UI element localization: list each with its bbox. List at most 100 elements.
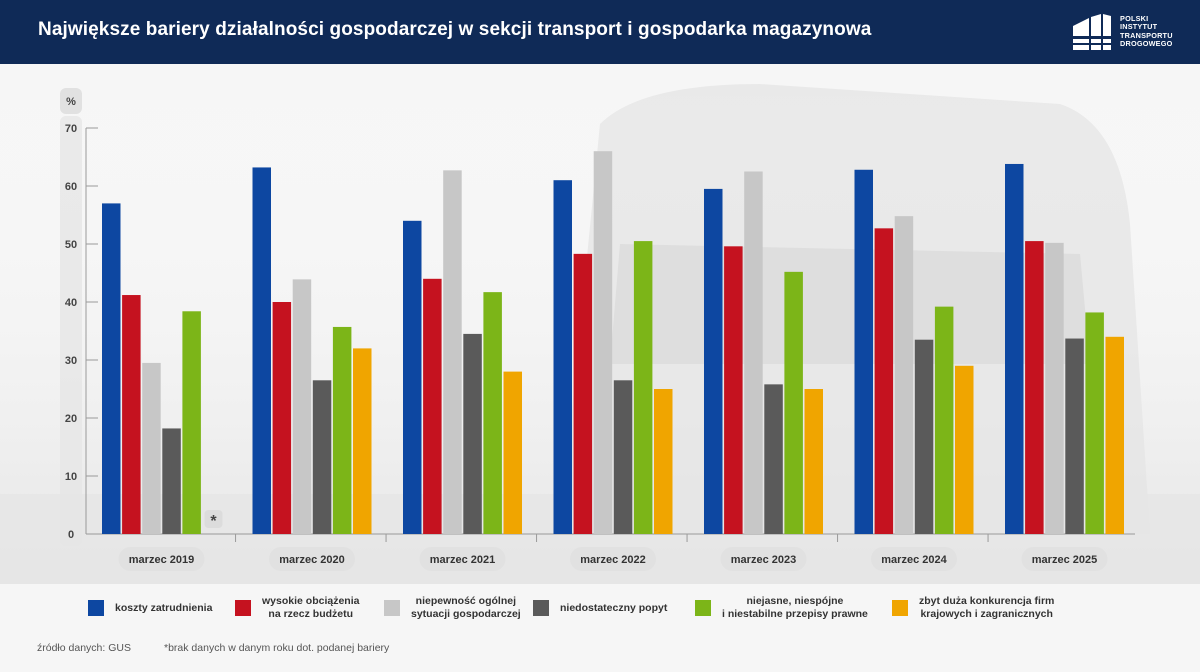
category-pill <box>419 547 506 571</box>
bar <box>503 371 522 534</box>
bar <box>182 311 201 534</box>
bar <box>142 362 161 534</box>
legend-label: zbyt duża konkurencja firm krajowych i za… <box>919 595 1054 621</box>
bar <box>122 295 141 534</box>
bar <box>1065 338 1084 534</box>
y-tick-label: 30 <box>65 355 77 367</box>
category-label: marzec 2022 <box>580 554 645 566</box>
bar <box>633 241 653 534</box>
y-tick-label: 50 <box>65 239 77 251</box>
legend-label: niedostateczny popyt <box>560 602 667 615</box>
legend-swatch <box>892 600 908 616</box>
bar <box>1045 242 1064 534</box>
legend-item: niejasne, niespójne i niestabilne przepis… <box>695 592 868 624</box>
legend-swatch <box>235 600 251 616</box>
legend-item: niepewność ogólnej sytuacji gospodarczej <box>384 592 521 624</box>
category-pill <box>720 547 807 571</box>
bar <box>443 170 462 534</box>
category-pill <box>1021 547 1108 571</box>
legend-label-line: sytuacji gospodarczej <box>411 608 521 620</box>
legend-label-line: i niestabilne przepisy prawne <box>722 608 868 620</box>
category-label: marzec 2025 <box>1032 554 1097 566</box>
legend-swatch <box>695 600 711 616</box>
legend-label: koszty zatrudnienia <box>115 602 212 615</box>
pitd-logo: POLSKI INSTYTUT TRANSPORTU DROGOWEGO <box>1073 12 1183 52</box>
bar <box>423 278 442 534</box>
bar <box>483 292 502 534</box>
y-tick-label: 40 <box>65 297 77 309</box>
category-label: marzec 2019 <box>129 554 194 566</box>
bar <box>162 428 181 534</box>
logo-wordmark: POLSKI INSTYTUT TRANSPORTU DROGOWEGO <box>1120 14 1173 48</box>
category-label: marzec 2020 <box>279 554 344 566</box>
legend-item: koszty zatrudnienia <box>88 592 212 624</box>
category-label: marzec 2021 <box>430 554 495 566</box>
bar <box>934 306 954 534</box>
bar <box>573 253 593 535</box>
bar <box>894 216 914 534</box>
missing-data-marker-box <box>204 510 223 528</box>
bar <box>593 151 613 534</box>
category-pill <box>570 547 656 571</box>
pitd-logo-icon <box>1073 14 1111 50</box>
bar <box>332 326 352 534</box>
bar <box>854 169 873 534</box>
bar <box>914 339 934 534</box>
legend-label-line: wysokie obciążenia <box>262 595 360 607</box>
chart-title: Największe bariery działalności gospodar… <box>38 19 872 40</box>
logo-line: INSTYTUT <box>1120 22 1158 32</box>
missing-data-note: *brak danych w danym roku dot. podanej b… <box>164 642 390 654</box>
legend-label-line: niepewność ogólnej <box>415 595 517 607</box>
bar <box>312 380 332 534</box>
y-tick-label: 10 <box>65 471 77 483</box>
legend-label: niejasne, niespójne i niestabilne przepis… <box>722 595 868 621</box>
logo-line: POLSKI <box>1120 14 1149 23</box>
legend-label-line: krajowych i zagranicznych <box>920 608 1053 620</box>
bar <box>1085 312 1104 534</box>
bar <box>955 365 974 534</box>
legend-label-line: niedostateczny popyt <box>560 601 668 614</box>
y-tick-label: 20 <box>65 413 77 425</box>
legend-label-line: koszty zatrudnienia <box>115 601 213 614</box>
category-pill <box>118 547 205 571</box>
bar <box>403 220 422 535</box>
legend-swatch <box>533 600 549 616</box>
legend-label: niepewność ogólnej sytuacji gospodarczej <box>411 595 521 621</box>
bar <box>704 188 723 534</box>
legend-swatch <box>384 600 400 616</box>
chart-legend: koszty zatrudnienia wysokie obciążenia na … <box>88 592 1188 632</box>
bar <box>102 203 121 534</box>
logo-line: DROGOWEGO <box>1120 38 1173 48</box>
legend-item: niedostateczny popyt <box>533 592 667 624</box>
legend-label-line: na rzecz budżetu <box>268 608 354 620</box>
bar <box>553 180 572 534</box>
legend-item: wysokie obciążenia na rzecz budżetu <box>235 592 359 624</box>
header-bar: Największe bariery działalności gospodar… <box>0 0 1200 64</box>
category-pill <box>269 547 355 571</box>
category-pill <box>871 547 957 571</box>
y-axis-label: % <box>66 96 76 108</box>
source-note: źródło danych: GUS <box>37 642 131 654</box>
legend-item: zbyt duża konkurencja firm krajowych i za… <box>892 592 1054 624</box>
bar-chart: % 0 10 20 30 40 50 60 70 * marzec 2019 marzec 202… <box>60 88 1135 571</box>
bar <box>463 333 482 534</box>
bar <box>804 389 823 534</box>
bar <box>744 171 763 534</box>
logo-line: TRANSPORTU <box>1120 30 1173 40</box>
bar <box>252 167 271 534</box>
bar <box>654 389 673 534</box>
legend-swatch <box>88 600 104 616</box>
bar <box>874 228 894 534</box>
bar <box>764 384 783 534</box>
y-axis-tick-column <box>60 116 82 546</box>
y-tick-label: 70 <box>65 123 77 135</box>
legend-label-line: niejasne, niespójne <box>746 595 844 607</box>
legend-label-line: zbyt duża konkurencja firm <box>919 595 1055 607</box>
bar <box>613 380 633 534</box>
bar <box>1105 336 1124 534</box>
y-tick-label: 60 <box>65 181 77 193</box>
category-label: marzec 2023 <box>731 554 796 566</box>
category-label: marzec 2024 <box>881 554 947 566</box>
bar <box>1005 163 1024 534</box>
missing-data-marker: * <box>210 513 217 530</box>
